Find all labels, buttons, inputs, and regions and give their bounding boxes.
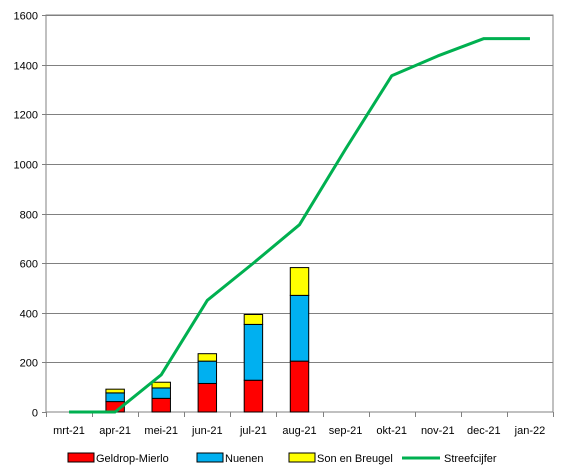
bar-son-en-breugel-apr-21	[105, 388, 125, 394]
x-axis-tick-labels: mrt-21 apr-21 mei-21 jun-21 jul-21 aug-21 sep-…	[53, 425, 545, 437]
bar-geldrop-mierlo-jun-21	[197, 382, 218, 413]
y-tick-label: 200	[20, 358, 38, 370]
x-tick-label: apr-21	[99, 425, 131, 437]
bar-geldrop-mierlo-mei-21	[151, 397, 171, 413]
gridlines	[46, 15, 553, 363]
y-tick-label: 600	[20, 259, 38, 271]
y-tick-label: 0	[32, 408, 38, 420]
legend-label-son-en-breugel: Son en Breugel	[317, 453, 393, 465]
legend: Geldrop-Mierlo Nuenen Son en Breugel Streef…	[67, 452, 497, 465]
legend-swatch-son-en-breugel	[288, 452, 316, 463]
legend-swatch-nuenen	[196, 452, 224, 463]
legend-label-streefcijfer: Streefcijfer	[444, 453, 497, 465]
bar-nuenen-jun-21	[197, 360, 218, 384]
y-tick-label: 1600	[14, 11, 38, 23]
legend-label-nuenen: Nuenen	[225, 453, 264, 465]
y-axis-tick-labels: 0 200 400 600 800 1000 1200 1400 1600	[14, 11, 38, 420]
bar-series	[105, 267, 310, 413]
bar-nuenen-aug-21	[289, 294, 310, 362]
y-tick-label: 800	[20, 210, 38, 222]
x-tick-label: jan-22	[514, 425, 546, 437]
bar-son-en-breugel-jun-21	[197, 353, 218, 362]
y-tick-label: 400	[20, 309, 38, 321]
legend-swatch-geldrop-mierlo	[67, 452, 95, 463]
x-tick-label: sep-21	[329, 425, 363, 437]
x-tick-label: mei-21	[144, 425, 178, 437]
x-tick-label: jul-21	[239, 425, 267, 437]
line-series	[69, 37, 530, 414]
x-tick-label: nov-21	[421, 425, 455, 437]
bar-son-en-breugel-jul-21	[243, 313, 264, 325]
bar-nuenen-jul-21	[243, 323, 264, 381]
bar-geldrop-mierlo-jul-21	[243, 379, 264, 413]
y-tick-label: 1400	[14, 61, 38, 73]
bar-nuenen-mei-21	[151, 387, 171, 399]
x-tick-label: jun-21	[191, 425, 223, 437]
x-tick-label: aug-21	[282, 425, 316, 437]
x-tick-label: mrt-21	[53, 425, 85, 437]
line-streefcijfer	[69, 37, 530, 414]
bar-son-en-breugel-mei-21	[151, 381, 171, 389]
legend-label-geldrop-mierlo: Geldrop-Mierlo	[96, 453, 169, 465]
y-tick-label: 1000	[14, 160, 38, 172]
x-tick-label: dec-21	[467, 425, 501, 437]
x-tick-label: okt-21	[376, 425, 407, 437]
bar-geldrop-mierlo-aug-21	[289, 360, 310, 413]
y-tick-label: 1200	[14, 110, 38, 122]
bar-nuenen-apr-21	[105, 392, 125, 403]
bar-son-en-breugel-aug-21	[289, 267, 310, 296]
